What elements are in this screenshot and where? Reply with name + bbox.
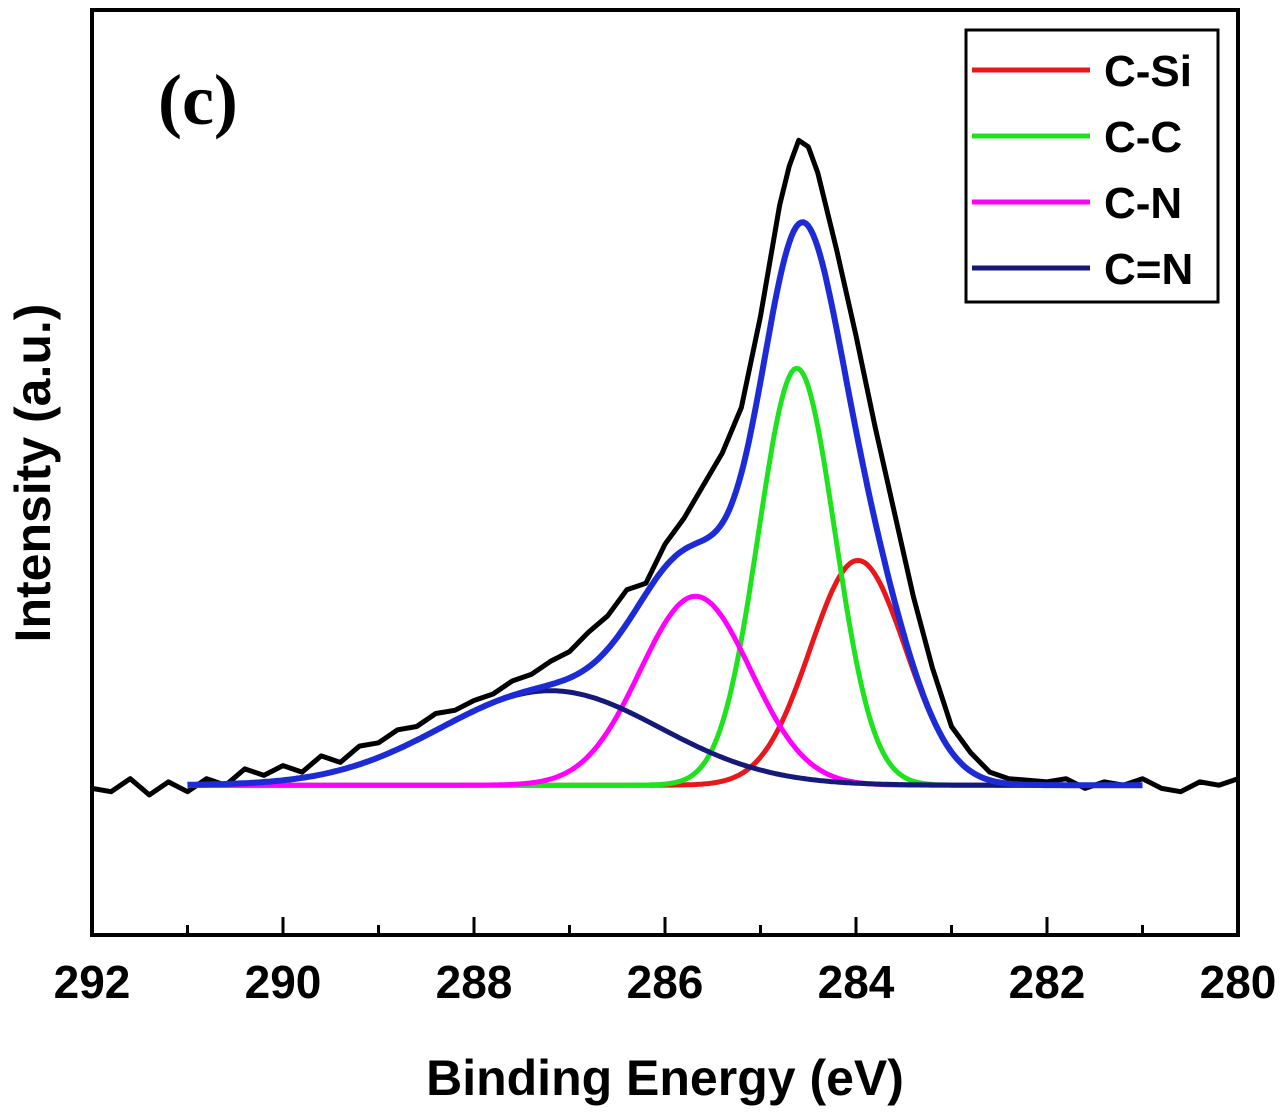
legend-label-c-si: C-Si	[1104, 47, 1192, 96]
legend-label-c-c: C-C	[1104, 113, 1182, 162]
legend-label-c-n: C-N	[1104, 179, 1182, 228]
series-line-c-si	[187, 558, 1143, 788]
x-tick-label-280: 280	[1200, 956, 1277, 1008]
legend: C-Si C-C C-N C=N	[964, 28, 1220, 304]
y-axis-title: Intensity (a.u.)	[5, 304, 61, 643]
x-tick-label-288: 288	[436, 956, 513, 1008]
x-axis-ticks: 292 290 288 286 284 282 280	[54, 917, 1277, 1008]
plot-curves	[91, 137, 1239, 798]
x-axis-title: Binding Energy (eV)	[426, 1050, 904, 1106]
fit-envelope-line	[186, 219, 1144, 789]
experimental-data-line	[91, 137, 1239, 798]
legend-items: C-Si C-C C-N C=N	[972, 47, 1193, 294]
series-line-c-c	[187, 365, 1143, 788]
x-tick-label-292: 292	[54, 956, 131, 1008]
x-tick-label-286: 286	[627, 956, 704, 1008]
x-tick-label-290: 290	[245, 956, 322, 1008]
legend-box	[964, 28, 1220, 304]
x-tick-label-284: 284	[818, 956, 895, 1008]
panel-label: (c)	[158, 60, 238, 140]
legend-label-c-n: C=N	[1104, 245, 1193, 294]
x-tick-label-282: 282	[1009, 956, 1086, 1008]
